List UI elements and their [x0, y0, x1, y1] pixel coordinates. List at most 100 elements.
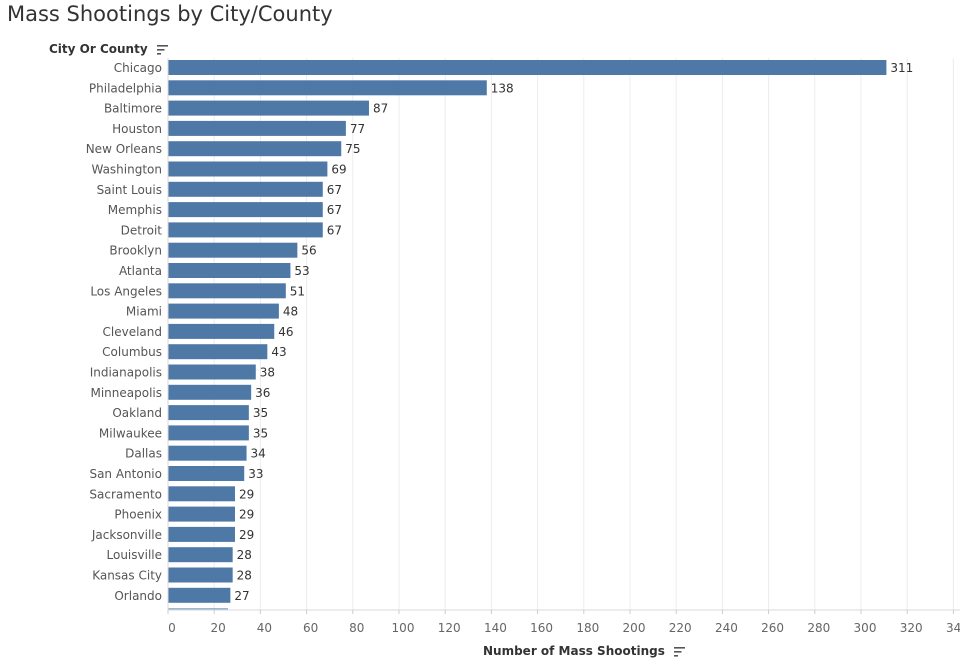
value-label: 33 [248, 467, 263, 481]
bar[interactable] [168, 466, 245, 481]
bar[interactable] [168, 303, 279, 319]
x-tick-label: 80 [349, 621, 364, 635]
bar[interactable] [168, 384, 252, 400]
category-label[interactable]: Detroit [121, 223, 163, 237]
value-label: 311 [890, 61, 913, 75]
category-label[interactable]: Chicago [114, 61, 162, 75]
bar[interactable] [168, 344, 268, 360]
x-tick-label: 120 [438, 621, 461, 635]
value-label: 29 [239, 528, 254, 542]
category-label[interactable]: Orlando [114, 589, 162, 603]
x-tick-label: 260 [761, 621, 784, 635]
value-label: 53 [294, 264, 309, 278]
category-label[interactable]: New Orleans [86, 142, 162, 156]
bar[interactable] [168, 202, 323, 218]
bar[interactable] [168, 141, 342, 157]
category-label[interactable]: Houston [112, 122, 162, 136]
bar[interactable] [168, 445, 247, 461]
bar[interactable] [168, 100, 369, 116]
bar[interactable] [168, 425, 249, 441]
value-label: 43 [271, 345, 286, 359]
bar[interactable] [168, 405, 249, 421]
bar-chart: 311 Chicago 138 Philadelphia 87 Baltimore 77 Ho… [86, 58, 960, 635]
category-label[interactable]: Cleveland [103, 325, 163, 339]
bar[interactable] [168, 120, 346, 136]
bar[interactable] [168, 283, 286, 299]
x-tick-label: 160 [530, 621, 553, 635]
category-label[interactable]: Oakland [112, 406, 162, 420]
value-label: 48 [283, 305, 298, 319]
value-label: 56 [301, 244, 316, 258]
category-label[interactable]: Milwaukee [99, 426, 162, 440]
category-label[interactable]: San Antonio [89, 467, 162, 481]
value-label: 87 [373, 102, 388, 116]
bar[interactable] [168, 506, 235, 522]
bar[interactable] [168, 526, 235, 542]
category-label[interactable]: Saint Louis [97, 183, 162, 197]
bar-partial [168, 608, 228, 611]
category-label[interactable]: Louisville [107, 548, 163, 562]
value-label: 46 [278, 325, 293, 339]
sort-descending-icon[interactable] [674, 646, 686, 657]
sort-descending-icon[interactable] [156, 44, 169, 55]
row-header[interactable]: City Or County [49, 42, 169, 56]
bar[interactable] [168, 263, 291, 278]
x-axis: 0 20 40 60 80 100 120 140 160 180 200 220 240 260 280 3… [167, 58, 960, 635]
x-tick-label: 100 [392, 621, 415, 635]
category-label[interactable]: Baltimore [104, 102, 162, 116]
bars [168, 60, 887, 611]
bar[interactable] [168, 60, 887, 75]
category-labels: 311 Chicago 138 Philadelphia 87 Baltimore 77 Ho… [86, 61, 914, 603]
bar[interactable] [168, 181, 323, 197]
value-label: 69 [331, 163, 346, 177]
value-label: 67 [327, 183, 342, 197]
x-axis-title-label: Number of Mass Shootings [483, 644, 665, 658]
value-label: 29 [239, 487, 254, 501]
value-label: 28 [237, 569, 252, 583]
x-tick-label: 320 [900, 621, 923, 635]
value-label: 67 [327, 223, 342, 237]
bar[interactable] [168, 364, 256, 380]
value-label: 35 [253, 406, 268, 420]
category-label[interactable]: Philadelphia [89, 81, 162, 95]
bar[interactable] [168, 80, 487, 96]
value-label: 38 [260, 366, 275, 380]
category-label[interactable]: Washington [91, 163, 162, 177]
category-label[interactable]: Brooklyn [109, 244, 162, 258]
category-label[interactable]: Kansas City [92, 569, 162, 583]
category-label[interactable]: Jacksonville [91, 528, 162, 542]
row-header-label: City Or County [49, 42, 148, 56]
bar[interactable] [168, 587, 231, 603]
x-tick-label: 60 [303, 621, 318, 635]
category-label[interactable]: Atlanta [119, 264, 162, 278]
x-tick-label: 200 [623, 621, 646, 635]
gridlines [213, 58, 954, 610]
x-tick-label: 0 [168, 621, 176, 635]
bar[interactable] [168, 323, 275, 339]
value-label: 138 [491, 81, 514, 95]
value-label: 35 [253, 426, 268, 440]
category-label[interactable]: Sacramento [89, 487, 162, 501]
category-label[interactable]: Miami [126, 305, 162, 319]
category-label[interactable]: Indianapolis [90, 366, 162, 380]
category-label[interactable]: Columbus [102, 345, 162, 359]
value-label: 29 [239, 508, 254, 522]
x-axis-title[interactable]: Number of Mass Shootings [483, 644, 686, 658]
category-label[interactable]: Minneapolis [90, 386, 162, 400]
page-title: Mass Shootings by City/County [7, 2, 333, 26]
category-label[interactable]: Dallas [125, 447, 162, 461]
bar[interactable] [168, 242, 298, 258]
bar[interactable] [168, 547, 233, 563]
x-tick-label: 140 [484, 621, 507, 635]
value-label: 34 [251, 447, 266, 461]
bar[interactable] [168, 222, 323, 238]
category-label[interactable]: Los Angeles [90, 284, 162, 298]
category-label[interactable]: Phoenix [114, 508, 162, 522]
bar[interactable] [168, 486, 235, 502]
bar[interactable] [168, 161, 328, 177]
category-label[interactable]: Memphis [108, 203, 162, 217]
value-label: 51 [290, 284, 305, 298]
bar[interactable] [168, 567, 233, 583]
value-label: 36 [255, 386, 270, 400]
x-tick-label: 180 [576, 621, 599, 635]
